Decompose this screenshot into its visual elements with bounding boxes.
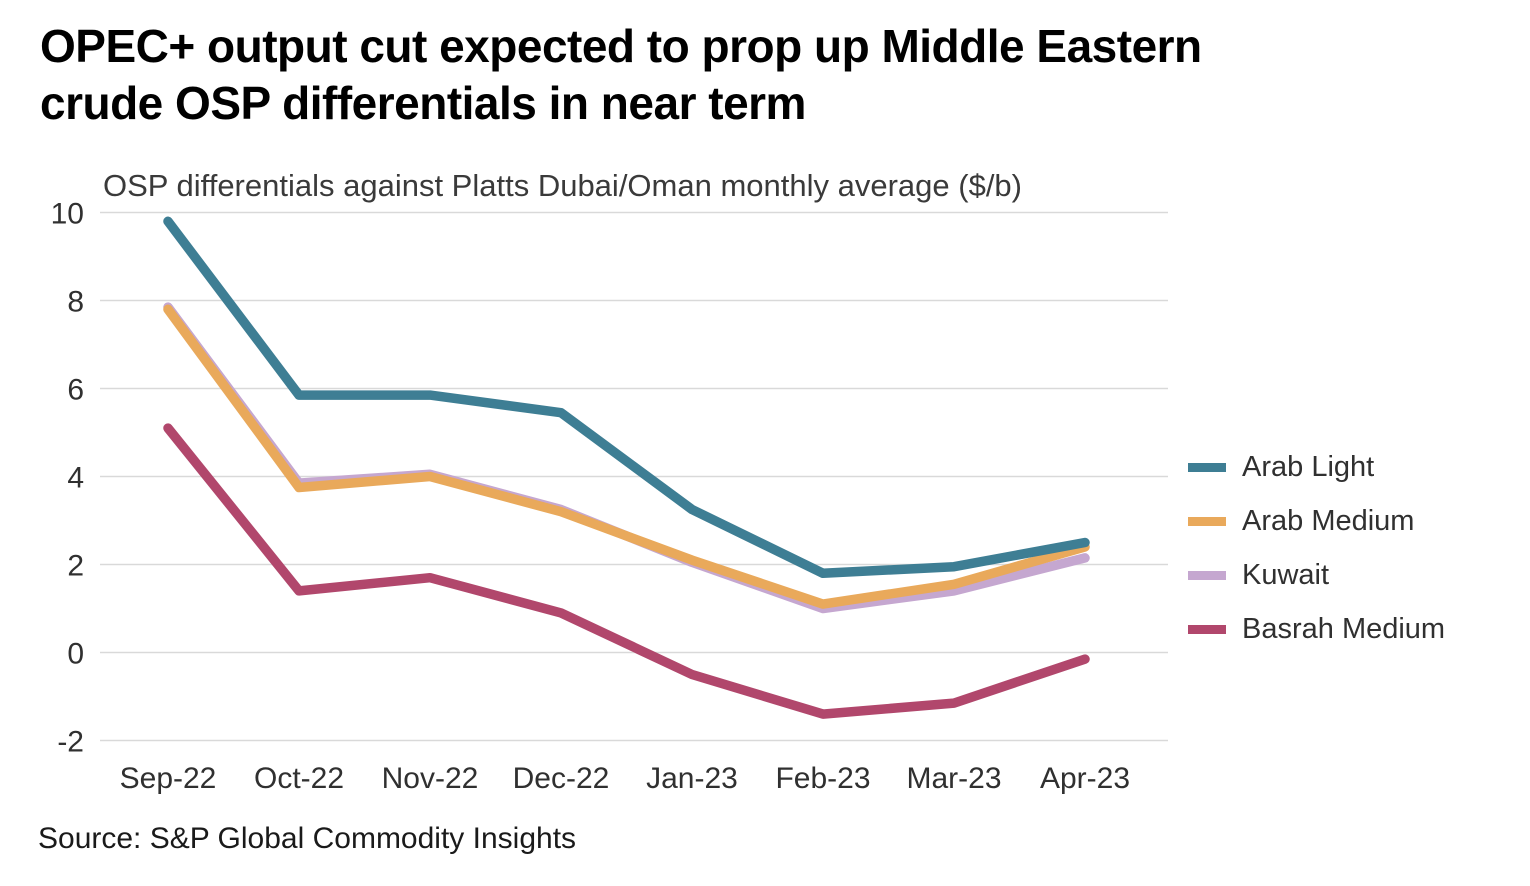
y-axis-tick-label: -2 <box>57 726 84 759</box>
legend-label: Arab Medium <box>1242 504 1415 537</box>
page-title-line1: OPEC+ output cut expected to prop up Mid… <box>40 20 1202 72</box>
legend-item-arab-medium: Arab Medium <box>1188 494 1445 548</box>
legend-item-basrah-medium: Basrah Medium <box>1188 602 1445 656</box>
page-title-line2: crude OSP differentials in near term <box>40 77 806 129</box>
legend-label: Kuwait <box>1242 558 1330 591</box>
y-axis-tick-label: 0 <box>67 638 84 671</box>
x-axis-tick-label: Dec-22 <box>513 762 610 795</box>
series-line-basrah-medium <box>163 423 1090 719</box>
legend: Arab Light Arab Medium Kuwait Basrah Med… <box>1188 440 1445 656</box>
series-line-arab-medium <box>163 304 1090 609</box>
legend-swatch <box>1188 570 1226 580</box>
y-axis-tick-label: 8 <box>67 286 84 319</box>
legend-swatch <box>1188 624 1226 634</box>
x-axis-tick-label: Oct-22 <box>254 762 344 795</box>
x-axis-tick-label: Sep-22 <box>120 762 217 795</box>
legend-label: Arab Light <box>1242 450 1375 483</box>
x-axis-tick-label: Mar-23 <box>906 762 1001 795</box>
legend-swatch <box>1188 516 1226 526</box>
legend-item-kuwait: Kuwait <box>1188 548 1445 602</box>
x-axis-tick-label: Nov-22 <box>382 762 479 795</box>
chart-subtitle: OSP differentials against Platts Dubai/O… <box>103 168 1022 203</box>
x-axis-tick-label: Feb-23 <box>775 762 870 795</box>
x-axis-tick-label: Jan-23 <box>646 762 738 795</box>
legend-swatch <box>1188 462 1226 472</box>
legend-label: Basrah Medium <box>1242 612 1446 645</box>
page-title: OPEC+ output cut expected to prop up Mid… <box>40 18 1460 132</box>
x-axis-tick-label: Apr-23 <box>1040 762 1130 795</box>
y-axis-tick-label: 4 <box>67 462 84 495</box>
source-text: Source: S&P Global Commodity Insights <box>38 822 577 855</box>
y-axis-tick-label: 6 <box>67 374 84 407</box>
y-axis-tick-label: 10 <box>51 198 84 231</box>
series-line-arab-light <box>163 216 1090 579</box>
legend-item-arab-light: Arab Light <box>1188 440 1445 494</box>
y-axis-tick-label: 2 <box>67 550 84 583</box>
